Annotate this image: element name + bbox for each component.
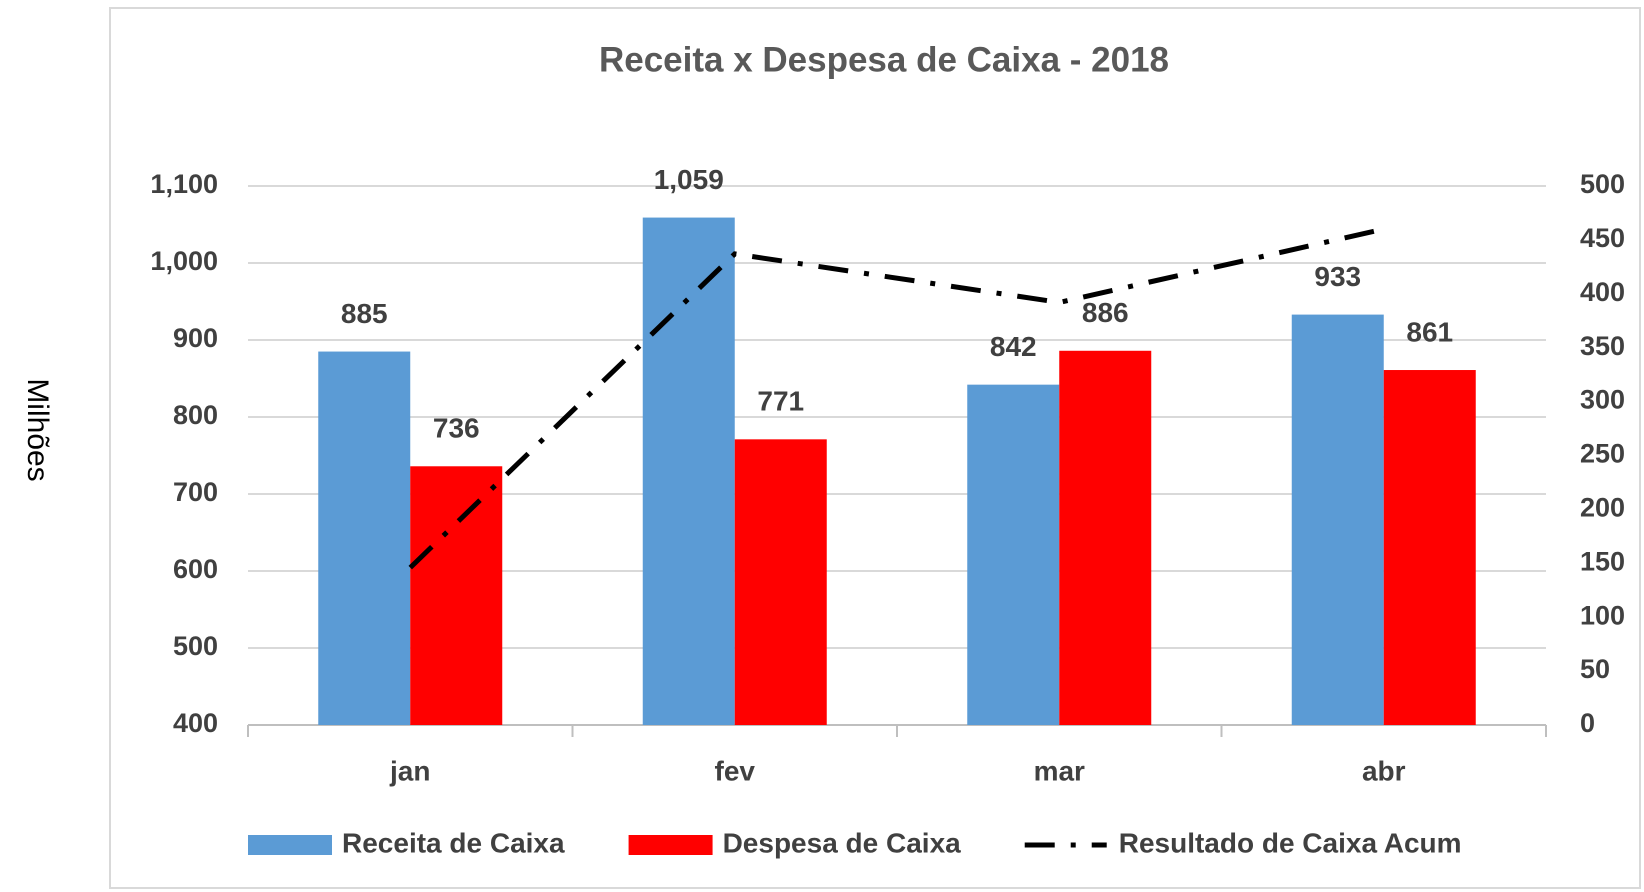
bar [967,384,1060,725]
y-tick-label: 500 [173,631,218,661]
y-axis-label: Milhões [21,378,54,481]
bar [318,351,411,725]
bar [1059,350,1152,725]
data-label: 842 [990,331,1037,362]
y2-tick-label: 50 [1580,654,1610,684]
y2-tick-label: 500 [1580,169,1625,199]
y2-tick-label: 400 [1580,277,1625,307]
data-label: 771 [757,386,804,417]
y-tick-label: 1,000 [150,246,218,276]
x-tick-label: abr [1362,755,1406,786]
bar [410,466,503,725]
bar [642,217,735,725]
legend-swatch [248,835,332,855]
data-label: 885 [341,298,388,329]
y2-tick-label: 100 [1580,600,1625,630]
y-tick-label: 700 [173,477,218,507]
bar [1291,314,1384,725]
y-tick-label: 800 [173,400,218,430]
chart-title: Receita x Despesa de Caixa - 2018 [599,40,1169,79]
legend-label: Receita de Caixa [342,827,565,858]
y2-tick-label: 150 [1580,546,1625,576]
y2-tick-label: 300 [1580,385,1625,415]
chart-frame [109,7,1641,889]
y2-tick-label: 450 [1580,223,1625,253]
y-tick-label: 900 [173,323,218,353]
data-label: 1,059 [654,164,724,195]
y-tick-label: 600 [173,554,218,584]
data-label: 886 [1082,297,1129,328]
data-label: 736 [433,413,480,444]
y-tick-label: 1,100 [150,169,218,199]
y2-tick-label: 250 [1580,439,1625,469]
y-tick-label: 400 [173,708,218,738]
x-tick-label: fev [715,755,756,786]
y2-tick-label: 350 [1580,331,1625,361]
data-label: 933 [1314,261,1361,292]
data-label: 861 [1406,316,1453,347]
y2-tick-label: 200 [1580,493,1625,523]
line [408,226,1385,570]
y2-tick-label: 0 [1580,708,1595,738]
x-tick-label: mar [1034,755,1085,786]
bar [1383,370,1476,725]
legend-label: Despesa de Caixa [723,827,962,858]
legend-label: Resultado de Caixa Acum [1119,827,1462,858]
legend-swatch [628,835,713,855]
bar [734,439,827,725]
x-tick-label: jan [389,755,430,786]
